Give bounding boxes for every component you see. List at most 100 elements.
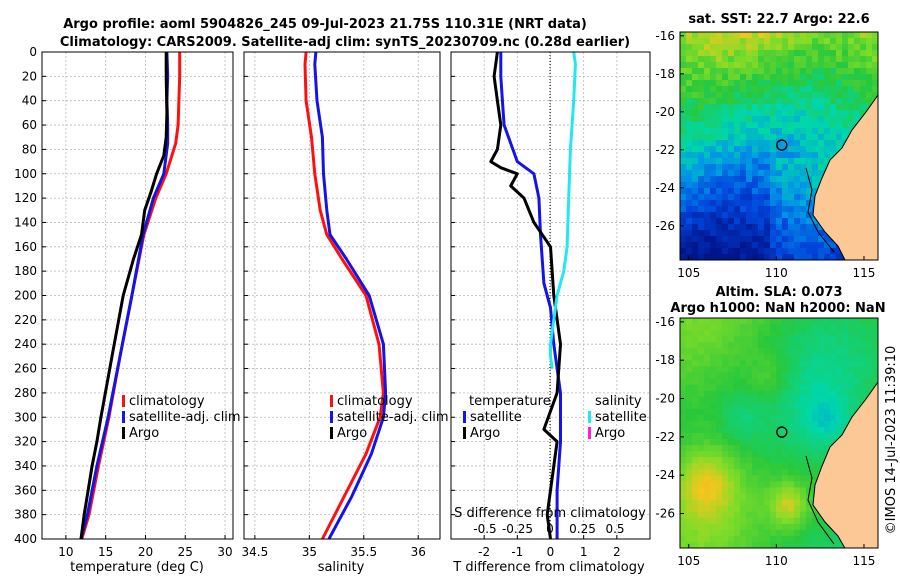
heatmap-cell [788, 372, 795, 379]
heatmap-cell [758, 439, 765, 446]
heatmap-cell [818, 74, 825, 81]
heatmap-cell [830, 360, 837, 367]
heatmap-cell [710, 463, 717, 470]
heatmap-cell [776, 324, 783, 331]
heatmap-cell [782, 535, 789, 543]
heatmap-cell [806, 372, 813, 379]
heatmap-cell [728, 541, 735, 548]
heatmap-cell [692, 420, 699, 428]
heatmap-cell [866, 86, 873, 93]
series-salinity-satellite [549, 51, 577, 369]
heatmap-cell [800, 342, 807, 349]
heatmap-cell [782, 86, 789, 93]
heatmap-cell [806, 248, 813, 255]
heatmap-cell [794, 110, 801, 117]
heatmap-cell [728, 451, 735, 458]
heatmap-cell [758, 62, 765, 69]
heatmap-cell [794, 104, 801, 111]
heatmap-cell [710, 541, 717, 548]
heatmap-cell [764, 98, 771, 105]
heatmap-cell [770, 140, 777, 147]
heatmap-cell [776, 116, 783, 123]
heatmap-cell [812, 378, 819, 385]
heatmap-cell [722, 402, 729, 410]
heatmap-cell [722, 38, 729, 45]
s-tick-label: 0.5 [605, 522, 624, 536]
xtick-label: -2 [478, 545, 490, 559]
heatmap-cell [788, 354, 795, 361]
heatmap-cell [776, 80, 783, 87]
heatmap-cell [692, 38, 699, 45]
heatmap-cell [776, 164, 783, 171]
heatmap-cell [680, 230, 687, 237]
heatmap-cell [686, 487, 693, 494]
heatmap-cell [818, 254, 825, 260]
heatmap-cell [728, 487, 735, 494]
heatmap-cell [698, 366, 705, 373]
heatmap-cell [818, 354, 825, 361]
heatmap-cell [740, 38, 747, 45]
heatmap-cell [716, 92, 723, 99]
heatmap-cell [716, 433, 723, 440]
heatmap-cell [728, 360, 735, 367]
heatmap-cell [818, 433, 825, 440]
heatmap-cell [716, 457, 723, 464]
legend-label-argo: Argo [337, 426, 367, 441]
heatmap-cell [758, 140, 765, 147]
heatmap-cell [710, 372, 717, 379]
heatmap-cell [728, 194, 735, 201]
heatmap-cell [686, 158, 693, 165]
heatmap-cell [746, 372, 753, 379]
heatmap-cell [764, 402, 771, 410]
heatmap-cell [752, 505, 759, 513]
heatmap-cell [764, 384, 771, 392]
heatmap-cell [764, 194, 771, 201]
heatmap-cell [704, 44, 711, 51]
heatmap-cell [824, 146, 831, 153]
heatmap-cell [836, 433, 843, 440]
heatmap-cell [734, 457, 741, 464]
heatmap-cell [800, 152, 807, 159]
heatmap-cell [794, 194, 801, 201]
heatmap-cell [686, 230, 693, 237]
heatmap-cell [818, 116, 825, 123]
heatmap-cell [710, 254, 717, 260]
heatmap-cell [686, 104, 693, 111]
heatmap-cell [830, 535, 837, 543]
heatmap-cell [746, 481, 753, 488]
heatmap-cell [692, 529, 699, 537]
heatmap-cell [704, 499, 711, 507]
heatmap-cell [680, 218, 687, 225]
heatmap-cell [866, 318, 873, 325]
heatmap-cell [854, 378, 861, 385]
heatmap-cell [692, 176, 699, 183]
heatmap-cell [782, 396, 789, 404]
heatmap-cell [842, 128, 849, 135]
heatmap-cell [698, 188, 705, 195]
heatmap-cell [704, 396, 711, 404]
heatmap-cell [746, 74, 753, 81]
heatmap-cell [686, 402, 693, 410]
heatmap-cell [692, 505, 699, 513]
heatmap-cell [728, 236, 735, 243]
heatmap-cell [710, 366, 717, 373]
map-xtick-label: 110 [765, 554, 788, 568]
heatmap-cell [788, 390, 795, 398]
heatmap-cell [782, 330, 789, 337]
heatmap-cell [800, 146, 807, 153]
heatmap-cell [800, 414, 807, 422]
heatmap-cell [872, 38, 878, 45]
heatmap-cell [794, 140, 801, 147]
heatmap-cell [794, 396, 801, 404]
heatmap-cell [794, 451, 801, 458]
heatmap-cell [734, 194, 741, 201]
heatmap-cell [806, 493, 813, 500]
heatmap-cell [776, 420, 783, 428]
heatmap-cell [716, 200, 723, 207]
heatmap-cell [710, 390, 717, 398]
heatmap-cell [704, 104, 711, 111]
heatmap-cell [866, 336, 873, 343]
heatmap-cell [680, 80, 687, 87]
heatmap-cell [758, 128, 765, 135]
heatmap-cell [854, 396, 861, 404]
